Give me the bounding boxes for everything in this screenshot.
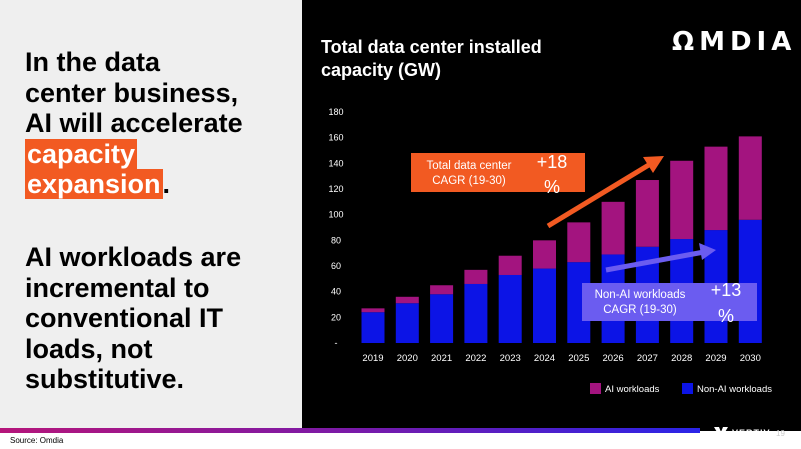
bar-non-ai	[464, 283, 488, 343]
bar-non-ai	[361, 312, 385, 343]
orange-arrow-head	[643, 156, 664, 173]
total-cagr-value: %	[544, 177, 560, 197]
y-tick-label: 180	[328, 107, 343, 117]
bar-ai	[361, 308, 385, 313]
total-cagr-value: +18	[537, 152, 568, 172]
subheadline-line: incremental to	[25, 272, 210, 303]
purple-arrow-head	[699, 243, 716, 260]
headline-highlight: capacity	[25, 138, 138, 169]
nonai-cagr-value: +13	[711, 280, 742, 300]
headline-line: In the data	[25, 47, 161, 77]
y-tick-label: 160	[328, 133, 343, 143]
headline-highlight: expansion	[25, 169, 163, 199]
headline-line: center business,	[25, 77, 239, 108]
x-tick-label: 2026	[603, 353, 624, 364]
x-tick-label: 2019	[362, 353, 383, 364]
y-tick-label: 100	[328, 210, 343, 220]
bar-non-ai	[430, 294, 454, 343]
bar-ai	[635, 180, 659, 247]
total-cagr-callout: Total data center CAGR (19-30) +18 %	[411, 152, 585, 197]
bar-ai	[601, 201, 625, 255]
subheadline-line: loads, not	[25, 333, 153, 364]
vertiv-logo: VERTIV	[714, 427, 771, 439]
y-tick-label: 40	[331, 287, 341, 297]
x-tick-label: 2021	[431, 353, 452, 364]
y-axis: 180 160 140 120 100 80 60 40 20 -	[328, 107, 343, 348]
headline-line: AI will accelerate	[25, 108, 243, 138]
subheadline: AI workloads are incremental to conventi…	[25, 242, 295, 395]
bar-non-ai	[533, 268, 556, 343]
subheadline-line: conventional IT	[25, 303, 224, 333]
bar-ai	[704, 146, 728, 231]
vertiv-mark-icon	[714, 427, 728, 439]
total-cagr-label: CAGR (19-30)	[432, 175, 506, 187]
bar-ai	[430, 285, 454, 295]
bar-non-ai	[498, 274, 522, 343]
bar-ai	[670, 160, 694, 240]
nonai-cagr-box	[582, 283, 757, 321]
legend: AI workloads Non-AI workloads	[590, 383, 772, 395]
x-tick-label: 2025	[568, 353, 589, 364]
bar-ai	[533, 240, 556, 269]
y-tick-label: 60	[331, 261, 341, 271]
y-tick-label: 80	[331, 235, 341, 245]
bar-ai	[395, 296, 419, 304]
y-tick-label: 20	[331, 312, 341, 322]
gradient-bar	[0, 428, 700, 433]
bar-non-ai	[567, 262, 591, 343]
chart-title-line: Total data center installed	[321, 37, 542, 57]
bar-ai	[464, 269, 488, 284]
x-tick-label: 2029	[705, 353, 726, 364]
source-note: Source: Omdia	[10, 436, 64, 445]
x-tick-label: 2024	[534, 353, 555, 364]
bar-ai	[738, 136, 762, 220]
total-cagr-label: Total data center	[426, 160, 511, 172]
legend-swatch-nonai	[682, 383, 693, 394]
total-cagr-box	[411, 153, 585, 192]
x-tick-label: 2030	[740, 353, 761, 364]
x-tick-label: 2023	[500, 353, 521, 364]
stacked-bar-chart: 180 160 140 120 100 80 60 40 20 - 2019 2020 2021 202…	[328, 107, 772, 395]
bar-non-ai	[395, 303, 419, 343]
chart-title: Total data center installed capacity (GW…	[321, 36, 601, 82]
y-tick-label: 120	[328, 184, 343, 194]
vertiv-wordmark: VERTIV	[732, 428, 771, 438]
headline-period: .	[162, 169, 171, 199]
bar-non-ai	[738, 219, 762, 343]
x-axis: 2019 2020 2021 2022 2023 2024 2025 2026 2027 2028…	[362, 353, 760, 364]
subheadline-line: AI workloads are	[25, 242, 242, 272]
y-tick-label: 140	[328, 158, 343, 168]
omdia-logo: ΩMDIA	[672, 27, 797, 57]
bar-ai	[498, 255, 522, 275]
subheadline-line: substitutive.	[25, 364, 185, 394]
y-tick-label: -	[335, 338, 338, 348]
chart-title-line: capacity (GW)	[321, 60, 442, 80]
x-tick-label: 2022	[465, 353, 486, 364]
footer	[0, 431, 801, 449]
headline: In the data center business, AI will acc…	[25, 47, 295, 200]
purple-arrow-line	[605, 249, 705, 273]
legend-swatch-ai	[590, 383, 601, 394]
nonai-cagr-value: %	[718, 306, 734, 326]
left-panel: In the data center business, AI will acc…	[0, 0, 302, 431]
orange-arrow-line	[546, 160, 654, 229]
page-number: 19	[776, 429, 785, 438]
x-tick-label: 2028	[671, 353, 692, 364]
nonai-cagr-label: CAGR (19-30)	[603, 304, 677, 316]
x-tick-label: 2020	[397, 353, 418, 364]
bar-ai	[567, 222, 591, 263]
nonai-cagr-label: Non-AI workloads	[595, 289, 686, 301]
legend-label-nonai: Non-AI workloads	[697, 384, 772, 395]
nonai-cagr-callout: Non-AI workloads CAGR (19-30) +13 %	[582, 280, 757, 326]
x-tick-label: 2027	[637, 353, 658, 364]
legend-label-ai: AI workloads	[605, 384, 660, 395]
